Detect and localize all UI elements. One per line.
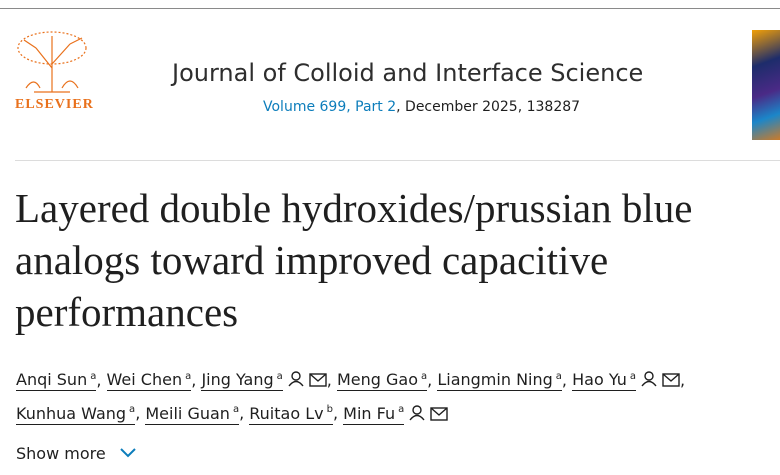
affiliation: b [326, 404, 333, 416]
affiliation: a [185, 371, 192, 382]
volume-link[interactable]: Volume 699, Part 2 [263, 99, 397, 115]
author-name[interactable]: Hao Yu a [572, 370, 637, 392]
author-name[interactable]: Wei Chen a [106, 370, 192, 392]
author-name[interactable]: Meng Gao a [336, 370, 428, 392]
publisher-name: ELSEVIER [15, 97, 94, 112]
show-more[interactable]: Show more [16, 444, 137, 463]
separator [15, 160, 780, 161]
mail-icon[interactable] [309, 373, 327, 388]
author-name[interactable]: Kunhua Wang a [16, 403, 136, 425]
author-name[interactable]: Anqi Sun a [16, 370, 97, 392]
person-icon[interactable] [409, 404, 425, 421]
separator: , [680, 370, 686, 390]
issue-info: Volume 699, Part 2, December 2025, 13828… [263, 99, 580, 115]
separator: , [96, 370, 102, 390]
journal-cover[interactable] [752, 30, 780, 140]
author[interactable]: Hao Yu a, [572, 362, 685, 395]
affiliation: a [629, 371, 637, 382]
publisher-logo[interactable] [14, 28, 90, 94]
author-list: Anqi Sun a, Wei Chen a, Jing Yang a, Meng G… [16, 362, 776, 429]
chevron-icon[interactable] [119, 447, 137, 459]
affiliation: a [421, 371, 428, 382]
author-name[interactable]: Meili Guan a [145, 403, 240, 425]
separator: , [239, 403, 245, 423]
author[interactable]: Kunhua Wang a, [16, 395, 140, 428]
author[interactable]: Min Fu a [343, 395, 448, 428]
author[interactable]: Ruitao Lv b, [249, 395, 338, 428]
affiliation: a [398, 404, 405, 416]
author[interactable]: Meili Guan a, [145, 395, 244, 428]
affiliation: a [555, 371, 562, 382]
author[interactable]: Liangmin Ning a, [437, 362, 567, 395]
mail-icon[interactable] [662, 373, 680, 388]
affiliation: a [90, 371, 97, 382]
author-name[interactable]: Liangmin Ning a [437, 370, 562, 392]
person-icon[interactable] [288, 371, 304, 387]
separator: , [326, 370, 332, 390]
issue-details: , December 2025, 138287 [396, 99, 581, 115]
author-name[interactable]: Jing Yang a [201, 370, 283, 392]
affiliation: a [276, 371, 283, 382]
separator: , [561, 370, 568, 390]
author[interactable]: Meng Gao a, [336, 362, 433, 395]
journal-title[interactable]: Journal of Colloid and Interface Science [172, 59, 644, 87]
author[interactable]: Wei Chen a, [106, 362, 197, 395]
separator: , [135, 403, 141, 423]
separator: , [332, 403, 339, 423]
mail-icon[interactable] [430, 406, 448, 421]
separator: , [191, 370, 197, 390]
separator: , [427, 370, 433, 390]
author[interactable]: Jing Yang a, [201, 362, 332, 395]
author-name[interactable]: Min Fu a [343, 403, 405, 425]
show-more-label[interactable]: Show more [16, 444, 106, 463]
affiliation: a [129, 404, 136, 416]
person-icon[interactable] [641, 371, 657, 387]
article-title: Layered double hydroxides/prussian blue … [15, 185, 693, 335]
author[interactable]: Anqi Sun a, [16, 362, 101, 395]
author-name[interactable]: Ruitao Lv b [249, 403, 333, 425]
top-border [0, 8, 780, 9]
affiliation: a [232, 404, 240, 416]
